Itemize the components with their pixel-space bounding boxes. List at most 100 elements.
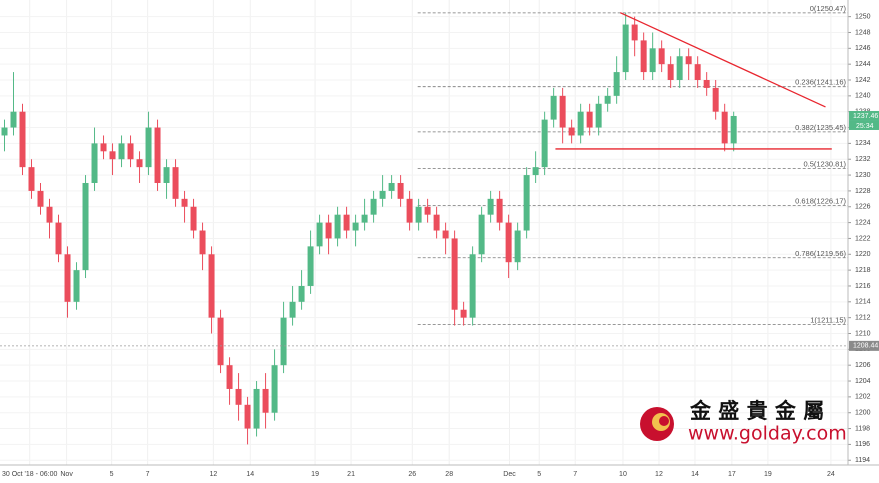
fib-label: 0(1250.47) <box>810 4 847 13</box>
candle-body <box>604 95 611 104</box>
candle-body <box>307 246 314 286</box>
price-tag <box>849 340 879 351</box>
candle-body <box>136 159 143 168</box>
candle-body <box>334 214 341 239</box>
candle-body <box>631 24 638 41</box>
candle-body <box>154 127 161 183</box>
candle-body <box>577 111 584 136</box>
x-tick-label: 14 <box>246 471 254 478</box>
y-tick-label: 1214 <box>855 299 871 306</box>
candle-body <box>100 143 107 152</box>
y-tick-label: 1220 <box>855 251 871 258</box>
candle-body <box>469 254 476 318</box>
logo-name: 金 盛 貴 金 屬 <box>689 399 824 423</box>
candle-body <box>1 127 8 136</box>
y-tick-label: 1234 <box>855 140 871 147</box>
candle-body <box>226 365 233 389</box>
candle-body <box>514 230 521 263</box>
candle-body <box>559 95 566 128</box>
candle-body <box>379 190 386 199</box>
candle-body <box>406 198 413 223</box>
y-tick-label: 1212 <box>855 315 871 322</box>
fib-label: 0.382(1235.45) <box>795 123 846 132</box>
y-tick-label: 1246 <box>855 45 871 52</box>
candle-body <box>478 214 485 255</box>
candle-body <box>487 198 494 215</box>
y-tick-label: 1248 <box>855 29 871 36</box>
candle-body <box>613 72 620 96</box>
x-tick-label: Nov <box>60 471 73 478</box>
y-tick-label: 1216 <box>855 283 871 290</box>
x-tick-label: 12 <box>655 471 663 478</box>
candle-body <box>118 143 125 160</box>
candle-body <box>289 301 296 318</box>
x-tick-label: 24 <box>827 471 835 478</box>
candle-body <box>352 222 359 231</box>
fib-label: 0.618(1226.17) <box>795 196 846 205</box>
x-tick-label: 28 <box>445 471 453 478</box>
candle-body <box>199 230 206 255</box>
candle-body <box>721 111 728 144</box>
y-tick-label: 1198 <box>855 425 870 432</box>
candle-body <box>181 198 188 207</box>
candle-body <box>172 167 179 199</box>
candle-body <box>82 182 89 271</box>
y-tick-label: 1242 <box>855 77 871 84</box>
x-tick-label: 26 <box>408 471 416 478</box>
candle-body <box>451 238 458 310</box>
x-tick-label: 30 Oct '18 - 06:00 <box>2 471 58 478</box>
y-tick-label: 1202 <box>855 394 871 401</box>
candle-body <box>244 404 251 429</box>
x-tick-label: 19 <box>764 471 772 478</box>
candle-body <box>703 80 710 88</box>
candle-body <box>316 222 323 247</box>
candle-body <box>145 127 152 168</box>
price-tag-label: 1237.46 <box>853 113 878 120</box>
x-tick-label: Dec <box>503 471 516 478</box>
candle-body <box>424 206 431 215</box>
candle-body <box>667 64 674 81</box>
y-tick-label: 1210 <box>855 330 871 337</box>
fib-label: 0.786(1219.56) <box>795 249 846 258</box>
candle-body <box>217 317 224 366</box>
countdown: 25:34 <box>856 123 874 130</box>
countdown-box <box>849 120 879 130</box>
x-tick-label: 10 <box>619 471 627 478</box>
candle-body <box>433 214 440 231</box>
candle-body <box>658 48 665 65</box>
price-tag-label: 1208.44 <box>853 343 878 350</box>
candle-body <box>388 182 395 191</box>
candle-body <box>109 151 116 160</box>
candle-body <box>37 190 44 207</box>
candle-body <box>46 206 53 223</box>
y-tick-label: 1230 <box>855 172 871 179</box>
candle-body <box>280 317 287 366</box>
y-tick-label: 1244 <box>855 61 871 68</box>
candle-body <box>397 182 404 199</box>
candle-body <box>361 214 368 223</box>
candle-body <box>442 230 449 239</box>
y-tick-label: 1200 <box>855 410 871 417</box>
candle-body <box>271 365 278 413</box>
candle-body <box>262 388 269 413</box>
candle-body <box>64 254 71 302</box>
candle-body <box>370 198 377 215</box>
y-tick-label: 1226 <box>855 204 871 211</box>
candle-body <box>19 111 26 168</box>
candle-body <box>640 40 647 73</box>
candle-body <box>127 143 134 160</box>
y-tick-label: 1194 <box>855 457 870 464</box>
candle-body <box>532 167 539 176</box>
y-tick-label: 1196 <box>855 441 870 448</box>
candle-body <box>676 56 683 81</box>
candle-body <box>622 24 629 73</box>
candle-body <box>730 115 737 144</box>
candle-body <box>298 285 305 302</box>
logo-mark <box>659 416 669 426</box>
fib-label: 1(1211.15) <box>810 315 846 324</box>
candle-body <box>253 388 260 429</box>
x-tick-label: 19 <box>311 471 319 478</box>
x-tick-label: 21 <box>347 471 355 478</box>
candle-body <box>190 206 197 231</box>
